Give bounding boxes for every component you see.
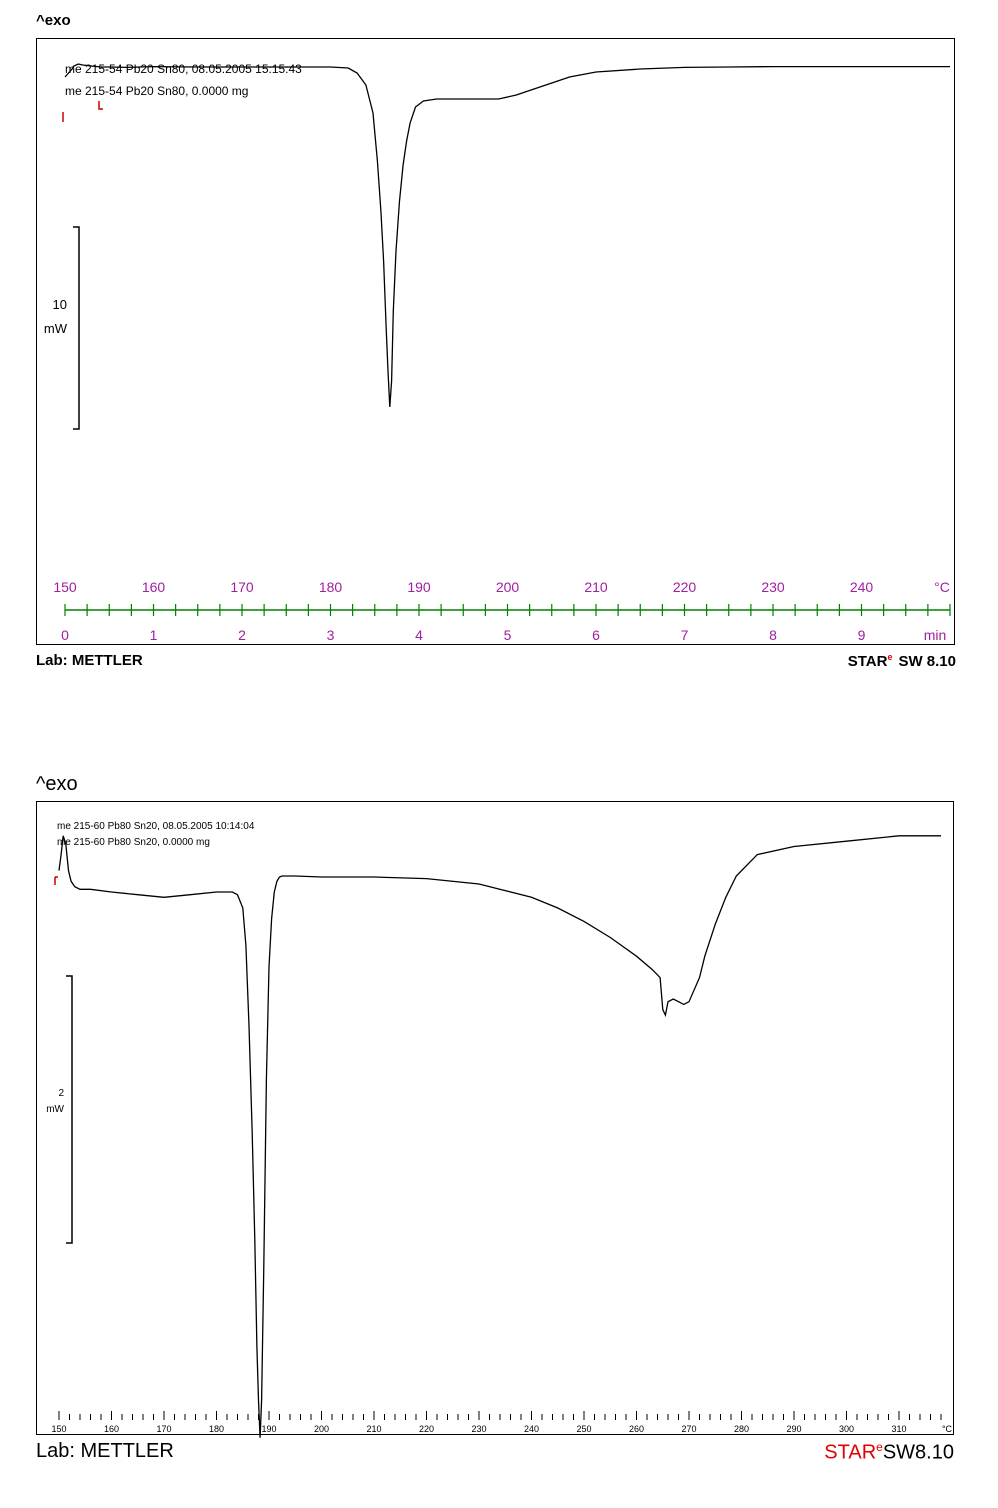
temp-tick-label: 200 [496, 579, 520, 595]
legend-line-2: me 215-60 Pb80 Sn20, 0.0000 mg [57, 837, 210, 848]
start-marker [54, 876, 58, 885]
star-logo-text-1: STAR [847, 653, 888, 670]
start-marker-right [98, 101, 103, 110]
time-tick-label: 7 [681, 627, 689, 643]
dsc-chart-1: me 215-54 Pb20 Sn80, 08.05.2005 15:15:43… [44, 62, 951, 643]
time-tick-label: 2 [238, 627, 246, 643]
temp-tick-label: 180 [319, 579, 343, 595]
dsc-panel-2: ^exo me 215-60 Pb80 Sn20, 08.05.2005 10:… [36, 773, 954, 1464]
temp-tick-label: 150 [53, 579, 77, 595]
temp-tick-label: 160 [142, 579, 166, 595]
star-software-label-1: STARe SW 8.10 [848, 652, 956, 670]
software-version-2: SW8.10 [882, 1441, 954, 1464]
temp-tick-label: 270 [681, 1424, 696, 1434]
exo-label-1: ^exo [36, 12, 71, 29]
time-tick-label: 1 [150, 627, 158, 643]
scale-bar [73, 226, 80, 430]
scale-bar-value: 10 [53, 297, 67, 312]
temp-tick-label: 190 [407, 579, 431, 595]
temp-tick-label: 290 [786, 1424, 801, 1434]
lab-label-2: Lab: METTLER [36, 1440, 174, 1462]
legend-line-1: me 215-60 Pb80 Sn20, 08.05.2005 10:14:04 [57, 821, 255, 832]
exo-label-2: ^exo [36, 773, 78, 795]
legend-line-1: me 215-54 Pb20 Sn80, 08.05.2005 15:15:43 [65, 62, 302, 76]
star-software-label-2: STAReSW8.10 [824, 1440, 954, 1465]
temp-tick-label: 160 [104, 1424, 119, 1434]
time-tick-label: 5 [504, 627, 512, 643]
temp-tick-label: 170 [230, 579, 254, 595]
temp-unit-label: °C [942, 1424, 953, 1434]
temp-tick-label: 210 [584, 579, 608, 595]
star-logo-sup-1: e [887, 652, 893, 662]
temp-tick-label: 180 [209, 1424, 224, 1434]
temp-tick-label: 240 [850, 579, 874, 595]
time-tick-label: 4 [415, 627, 423, 643]
temp-tick-label: 250 [576, 1424, 591, 1434]
chart-frame-1: me 215-54 Pb20 Sn80, 08.05.2005 15:15:43… [36, 38, 955, 645]
temp-tick-label: 190 [261, 1424, 276, 1434]
time-tick-label: 9 [858, 627, 866, 643]
temp-tick-label: 220 [673, 579, 697, 595]
temp-tick-label: 150 [51, 1424, 66, 1434]
scale-bar [66, 975, 73, 1244]
dsc-curve-1 [64, 63, 950, 408]
software-version-1: SW 8.10 [898, 653, 956, 670]
time-unit-label: min [924, 627, 947, 643]
lab-label-1: Lab: METTLER [36, 652, 143, 669]
dsc-curve-2 [58, 835, 941, 1438]
time-tick-label: 3 [327, 627, 335, 643]
temp-tick-label: 220 [419, 1424, 434, 1434]
dsc-panel-1: ^exo me 215-54 Pb20 Sn80, 08.05.2005 15:… [36, 12, 956, 670]
temp-tick-label: 240 [524, 1424, 539, 1434]
time-tick-label: 8 [769, 627, 777, 643]
temp-tick-label: 280 [734, 1424, 749, 1434]
time-tick-label: 0 [61, 627, 69, 643]
temp-tick-label: 260 [629, 1424, 644, 1434]
time-tick-label: 6 [592, 627, 600, 643]
scale-bar-value: 2 [58, 1088, 64, 1099]
star-logo-sup-2: e [876, 1440, 883, 1454]
temp-tick-label: 310 [891, 1424, 906, 1434]
legend-line-2: me 215-54 Pb20 Sn80, 0.0000 mg [65, 84, 248, 98]
star-logo-text-2: STAR [824, 1441, 877, 1464]
dsc-chart-2: me 215-60 Pb80 Sn20, 08.05.2005 10:14:04… [46, 821, 953, 1438]
temp-tick-label: 210 [366, 1424, 381, 1434]
temp-tick-label: 230 [471, 1424, 486, 1434]
temp-tick-label: 200 [314, 1424, 329, 1434]
scale-bar-unit: mW [44, 321, 68, 336]
temp-tick-label: 170 [156, 1424, 171, 1434]
chart-frame-2: me 215-60 Pb80 Sn20, 08.05.2005 10:14:04… [36, 801, 954, 1438]
temp-tick-label: 300 [839, 1424, 854, 1434]
temp-unit-label: °C [934, 579, 950, 595]
temp-tick-label: 230 [761, 579, 785, 595]
scale-bar-unit: mW [46, 1104, 64, 1115]
